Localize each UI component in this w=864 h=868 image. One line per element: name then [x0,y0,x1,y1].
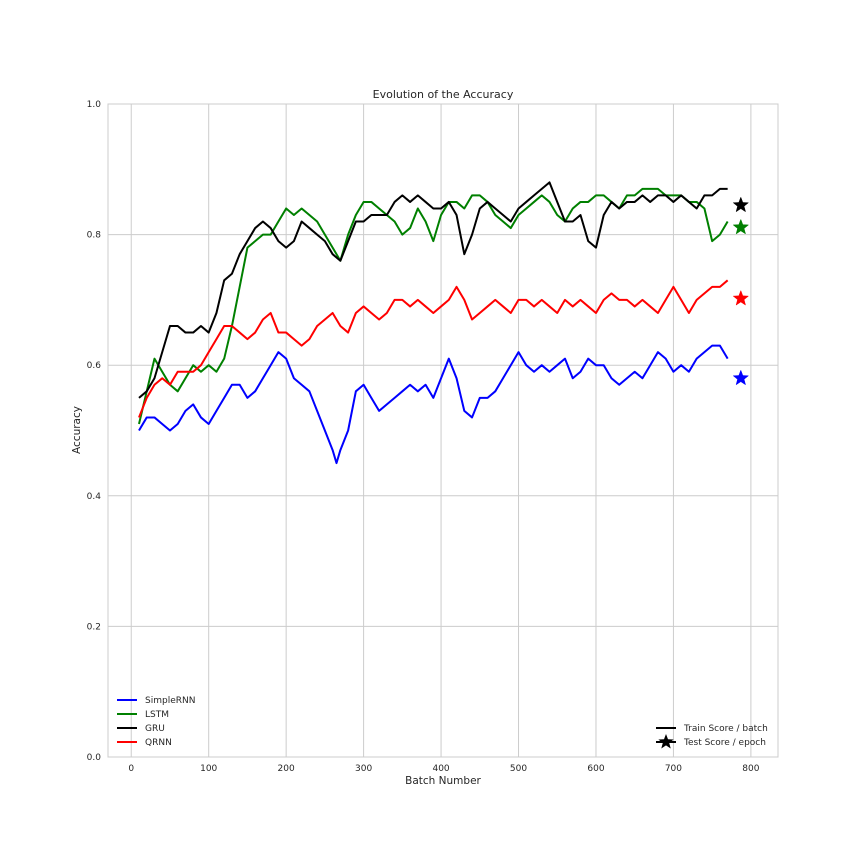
legend-series: SimpleRNN LSTM GRU QRNN [117,696,195,748]
y-tick-label: 0.0 [87,753,102,763]
x-axis-label: Batch Number [405,775,481,787]
test-score-star-qrnn [732,289,750,306]
legend-label: SimpleRNN [145,696,195,706]
x-tick-label: 100 [200,764,217,774]
x-ticks: 0 100 200 300 400 500 600 700 800 [128,764,759,774]
chart-title: Evolution of the Accuracy [373,88,514,101]
legend-label: Test Score / epoch [683,738,766,748]
y-tick-label: 0.2 [87,622,101,632]
series-line-gru [138,181,728,399]
x-tick-label: 0 [128,764,134,774]
x-tick-label: 600 [587,764,604,774]
y-tick-label: 1.0 [87,100,102,110]
test-score-markers [732,196,750,386]
y-axis-label: Accuracy [71,406,83,454]
test-score-star-simplernn [732,369,750,386]
test-score-star-gru [732,196,750,213]
legend-label: GRU [145,724,165,734]
legend-star-marker [658,734,674,749]
test-score-star-lstm [732,218,750,235]
series-line-simplernn [138,344,729,465]
y-ticks: 0.0 0.2 0.4 0.6 0.8 1.0 [87,100,102,763]
series-line-lstm [138,187,729,425]
legend-label: QRNN [145,738,172,748]
x-tick-label: 700 [665,764,682,774]
x-tick-label: 400 [432,764,449,774]
legend-label: LSTM [145,710,169,720]
y-tick-label: 0.8 [87,231,102,241]
series-line-qrnn [138,279,729,418]
x-tick-label: 300 [355,764,372,774]
legend-markers: Train Score / batch Test Score / epoch [656,724,768,749]
x-tick-label: 800 [742,764,759,774]
y-tick-label: 0.4 [87,492,102,502]
x-tick-label: 500 [510,764,527,774]
legend-label: Train Score / batch [683,724,768,734]
series-layer [138,181,729,465]
y-tick-label: 0.6 [87,361,102,371]
x-tick-label: 200 [278,764,295,774]
